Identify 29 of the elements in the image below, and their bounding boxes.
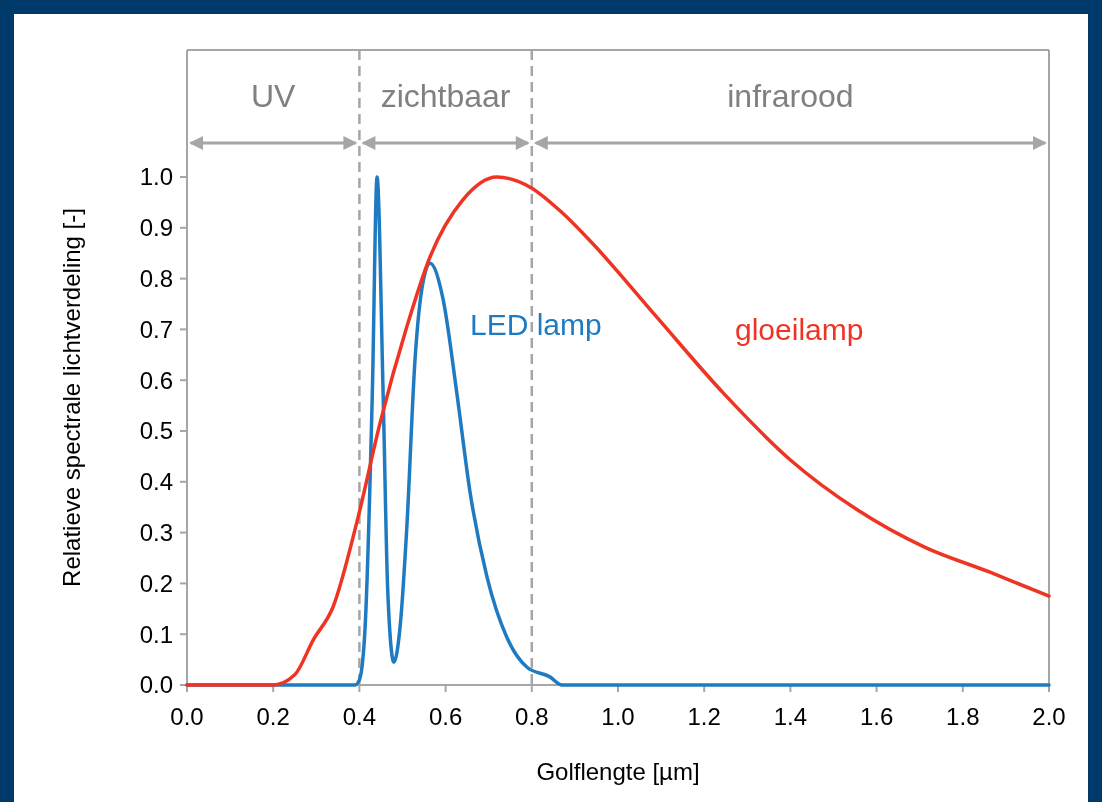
series-label: gloeilamp (735, 313, 864, 346)
y-tick-label: 0.5 (139, 417, 173, 445)
x-tick-label: 0.0 (170, 703, 204, 730)
x-tick-label: 0.8 (515, 703, 549, 730)
y-tick-label: 0.8 (139, 265, 173, 292)
y-tick-label: 0.0 (139, 671, 173, 699)
y-tick-label: 0.3 (139, 519, 173, 546)
x-tick-label: 0.2 (256, 703, 290, 730)
x-tick-label: 1.0 (601, 703, 635, 730)
x-tick-label: 1.4 (773, 703, 808, 730)
series-label: LED lamp (470, 308, 602, 341)
y-tick-label: 0.1 (139, 620, 173, 648)
x-tick-label: 1.8 (946, 703, 980, 730)
annotation: UV (250, 78, 297, 114)
annotation: zichtbaar (380, 78, 511, 114)
y-tick-label: 0.9 (139, 214, 173, 242)
y-tick-label: 0.6 (139, 366, 173, 394)
x-axis-title: Golflengte [µm] (536, 758, 700, 785)
x-tick-label: 2.0 (1032, 703, 1066, 730)
y-axis-title: Relatieve spectrale lichtverdeling [-] (58, 208, 85, 587)
x-tick-label: 1.2 (687, 703, 721, 730)
x-tick-label: 0.6 (428, 703, 463, 730)
y-tick-label: 0.7 (139, 315, 173, 343)
x-tick-label: 0.4 (342, 703, 377, 730)
annotation: infrarood (727, 78, 854, 114)
y-tick-label: 1.0 (139, 163, 173, 191)
y-tick-label: 0.2 (139, 569, 173, 597)
y-tick-label: 0.4 (139, 468, 173, 496)
x-tick-label: 1.6 (859, 703, 894, 730)
